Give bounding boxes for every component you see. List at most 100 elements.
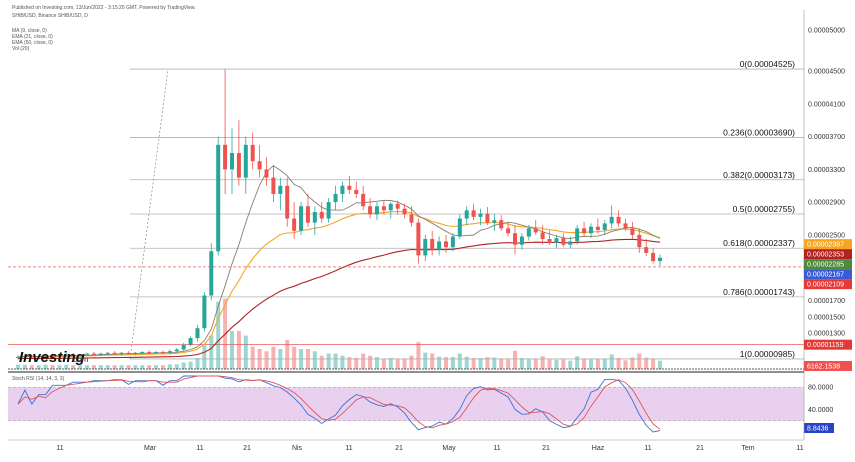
volume-bar — [395, 359, 400, 369]
volume-bar — [609, 354, 614, 369]
volume-bar — [658, 360, 662, 369]
price-tag-label: 0.00002387 — [807, 242, 844, 249]
candle-body — [78, 354, 83, 356]
x-tick-label: 21 — [395, 445, 403, 452]
candle-body — [575, 228, 580, 242]
volume-bar — [209, 335, 214, 369]
candle-body — [243, 144, 248, 178]
candle-body — [230, 153, 234, 170]
fib-label: 1(0.00000985) — [740, 349, 795, 359]
volume-bar — [140, 365, 145, 369]
chart-header-published: Published on Investing.com, 13/Jun/2022 … — [12, 5, 196, 11]
volume-bar — [85, 365, 90, 369]
volume-bar — [381, 359, 386, 369]
candle-body — [450, 236, 455, 248]
volume-bar — [547, 359, 552, 369]
volume-bars — [16, 298, 662, 369]
candle-body — [326, 202, 331, 219]
volume-bar — [423, 352, 428, 369]
volume-bar — [630, 357, 635, 369]
volume-bar — [575, 356, 580, 369]
volume-bar — [368, 355, 373, 369]
volume-bar — [374, 357, 379, 369]
volume-bar — [16, 364, 20, 369]
volume-bar — [147, 365, 152, 369]
price-tag — [804, 269, 852, 280]
volume-bar — [22, 364, 27, 369]
candle-body — [126, 352, 131, 354]
volume-bar — [312, 351, 317, 369]
x-tick-label: 21 — [243, 445, 251, 452]
y-tick-label: 0.00004100 — [808, 101, 845, 108]
volume-bar — [181, 362, 186, 369]
candle-body — [85, 353, 90, 355]
x-tick-label: 21 — [542, 445, 550, 452]
volume-bar — [554, 359, 559, 369]
rsi-title: Stoch RSI (14, 14, 3, 3) — [12, 376, 65, 382]
candle-body — [595, 226, 600, 230]
volume-bar — [588, 358, 593, 369]
ema21-line — [17, 210, 661, 358]
x-tick-label: 11 — [644, 445, 651, 452]
volume-bar — [126, 365, 131, 369]
candle-body — [36, 356, 41, 358]
candle-body — [526, 228, 531, 237]
volume-bar — [388, 358, 393, 369]
candle-body — [658, 257, 662, 262]
y-tick-label: 0.00004500 — [808, 69, 845, 76]
y-tick-label: 0.00001700 — [808, 298, 845, 305]
candle-body — [416, 222, 421, 256]
volume-bar — [409, 355, 414, 369]
volume-bar — [36, 365, 41, 369]
candle-body — [133, 352, 138, 354]
candle-body — [195, 328, 200, 339]
fib-trend-line — [129, 69, 169, 359]
price-tag — [804, 249, 852, 260]
candle-body — [71, 354, 76, 356]
candle-body — [381, 206, 386, 211]
candle-body — [50, 355, 55, 357]
candlesticks — [16, 69, 662, 360]
price-tag-label: 6162.1538 — [807, 364, 840, 371]
candle-body — [271, 177, 276, 194]
volume-bar — [437, 356, 442, 369]
candle-body — [292, 218, 297, 231]
volume-bar — [540, 356, 545, 369]
volume-bar — [167, 364, 172, 369]
rsi-last-value: 8.8436 — [807, 426, 829, 433]
candle-body — [98, 353, 103, 355]
volume-bar — [250, 346, 255, 369]
volume-bar — [292, 346, 297, 369]
volume-bar — [271, 346, 276, 369]
y-tick-label: 0.00002500 — [808, 232, 845, 239]
x-tick-label: 11 — [493, 445, 500, 452]
volume-bar — [243, 335, 248, 369]
y-tick-label: 0.00005000 — [808, 28, 845, 35]
volume-bar — [236, 331, 241, 369]
legend-item: Vol (20) — [12, 46, 30, 52]
price-tag-label: 0.00002167 — [807, 272, 844, 279]
candle-body — [181, 344, 186, 350]
candle-body — [16, 356, 20, 358]
volume-bar — [354, 358, 359, 369]
rsi-last-tag — [804, 423, 834, 433]
legend-item: EMA (21, close, 0) — [12, 34, 53, 40]
y-tick-label: 0.00001300 — [808, 331, 845, 338]
candle-body — [492, 220, 497, 223]
volume-bar — [533, 358, 538, 369]
candle-body — [202, 295, 207, 329]
price-tags: 0.00002387 0.00002353 0.00002285 0.00002167… — [804, 239, 852, 371]
candle-body — [112, 352, 117, 354]
ma9-line — [17, 165, 661, 358]
candle-body — [319, 211, 324, 219]
volume-bar — [644, 357, 649, 369]
x-tick-label: 11 — [56, 445, 63, 452]
x-tick-label: 11 — [196, 445, 203, 452]
volume-bar — [285, 340, 290, 369]
candle-body — [588, 226, 593, 234]
volume-bar — [347, 357, 352, 369]
price-tag-label: 0.00002109 — [807, 282, 844, 289]
candle-body — [333, 193, 338, 203]
volume-bar — [623, 360, 628, 369]
